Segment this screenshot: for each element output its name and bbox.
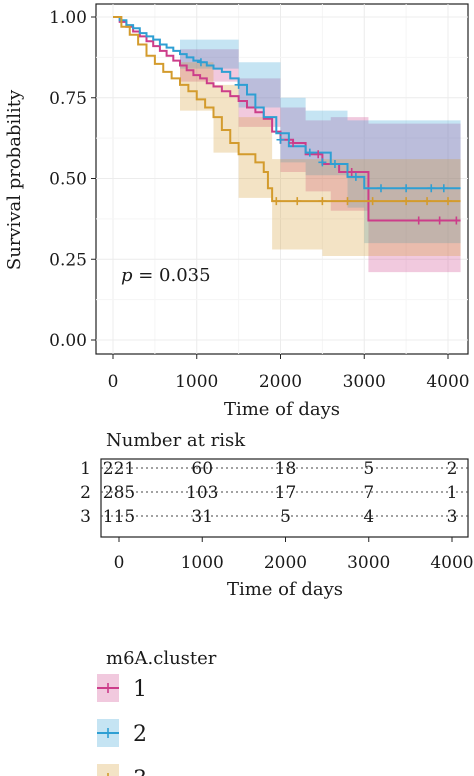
censor-mark-cluster-2 [330,159,339,168]
risk-count: 31 [191,507,213,527]
y-tick-label: 0.75 [49,89,87,109]
censor-mark-cluster-2 [377,184,385,193]
censor-mark-cluster-2 [427,184,436,193]
legend-item-2: 2 [97,719,147,747]
risk-table-axis: 0 1000 2000 3000 4000 [114,537,474,573]
legend-label: 1 [133,677,147,702]
x-tick-label: 1000 [175,372,218,392]
risk-x-axis-title: Time of days [227,579,343,600]
censor-mark-cluster-2 [402,184,411,193]
risk-count: 17 [275,483,297,503]
x-tick-label: 2000 [259,372,302,392]
risk-count: 221 [103,459,135,479]
x-tick-label: 3000 [343,372,386,392]
censor-mark-cluster-2 [196,58,205,67]
risk-count: 18 [275,459,297,479]
censor-mark-cluster-2 [351,172,360,181]
risk-row-label-2: 2 [80,483,91,503]
risk-count: 285 [103,483,135,503]
risk-row-label-1: 1 [80,459,91,479]
risk-x-tick-label: 3000 [347,553,390,573]
risk-count: 115 [103,507,135,527]
censor-mark-cluster-1 [314,150,323,159]
risk-x-tick-label: 4000 [430,553,473,573]
censor-mark-cluster-3 [368,197,377,206]
km-plot: 0 1000 2000 3000 4000 0.00 0.25 0.50 0.75 1.00 Su… [4,3,470,420]
censor-mark-cluster-1 [452,216,461,225]
y-axis-title: Survival probability [4,89,25,270]
censor-mark-cluster-1 [435,216,444,225]
censor-mark-cluster-3 [272,197,281,206]
legend-label: 2 [133,722,147,747]
y-tick-label: 0.25 [49,250,87,270]
survival-curve-cluster-2 [113,16,461,190]
legend-title: m6A.cluster [106,648,217,669]
censor-mark-cluster-2 [318,158,327,167]
risk-count: 103 [186,483,218,503]
risk-count: 1 [447,483,458,503]
x-axis-title: Time of days [224,399,340,420]
p-value-annotation: p = 0.035 [121,265,211,286]
risk-count: 60 [191,459,213,479]
gridlines [96,4,468,354]
censor-mark-cluster-2 [305,148,314,157]
risk-count: 7 [363,483,374,503]
risk-count: 5 [280,507,291,527]
risk-x-tick-label: 0 [114,553,125,573]
risk-x-tick-label: 2000 [264,553,307,573]
km-axes: 0 1000 2000 3000 4000 0.00 0.25 0.50 0.75 1.00 [49,8,469,392]
censor-mark-cluster-2 [234,80,243,89]
censor-mark-cluster-2 [276,135,285,144]
legend-item-1: 1 [97,674,147,702]
legend-items: 1 2 3 [97,674,147,776]
risk-table-rows: 1 221 60 18 5 2 2 285 103 17 7 1 3 115 31 5 4 3 [80,459,468,527]
y-tick-label: 1.00 [49,8,87,28]
risk-table: Number at risk 1 221 60 18 5 2 2 285 103 17 7 1 3 115… [80,430,473,600]
censor-mark-cluster-3 [318,197,327,206]
censor-mark-cluster-2 [439,184,448,193]
censor-mark-cluster-3 [444,197,452,206]
risk-count: 3 [447,507,458,527]
ci-band-cluster-1 [113,17,461,273]
x-tick-label: 0 [108,372,119,392]
y-tick-label: 0.00 [49,331,87,351]
legend-label: 3 [133,767,147,776]
censor-mark-cluster-1 [347,168,356,177]
risk-count: 5 [363,459,374,479]
risk-count: 2 [447,459,458,479]
p-value-text: = 0.035 [133,265,211,286]
survival-curve-cluster-3 [113,16,461,203]
censor-mark-cluster-3 [343,197,352,206]
legend-swatch [97,764,119,776]
p-value-symbol: p [121,265,133,286]
risk-count: 4 [363,507,374,527]
y-tick-label: 0.50 [49,170,87,190]
censor-mark-cluster-3 [402,197,411,206]
risk-row-label-3: 3 [80,507,91,527]
ci-band-cluster-2 [113,17,461,244]
risk-table-title: Number at risk [106,430,246,451]
censor-marks [196,58,461,225]
censor-mark-cluster-3 [293,197,302,206]
censor-mark-cluster-1 [289,138,298,147]
risk-table-frame [100,458,469,538]
censor-mark-cluster-1 [414,216,423,225]
risk-x-tick-label: 1000 [181,553,224,573]
legend: m6A.cluster 1 2 3 [97,648,217,776]
censor-mark-cluster-3 [423,197,432,206]
legend-item-3: 3 [97,764,147,776]
x-tick-label: 4000 [426,372,469,392]
